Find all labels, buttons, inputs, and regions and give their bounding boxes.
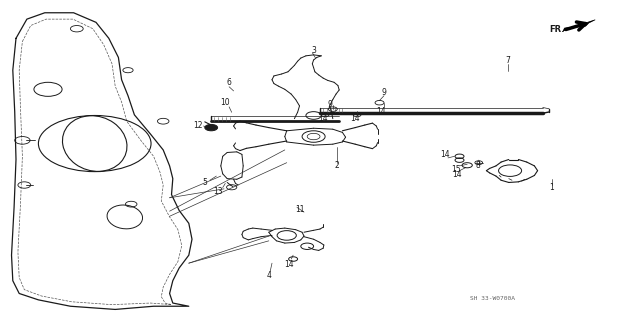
Text: 11: 11 xyxy=(295,205,304,214)
Text: 14: 14 xyxy=(349,114,360,123)
Text: 8: 8 xyxy=(475,161,480,170)
Text: 14: 14 xyxy=(452,170,462,179)
Circle shape xyxy=(205,124,218,131)
Text: 15: 15 xyxy=(451,165,461,174)
Text: 14: 14 xyxy=(284,260,294,269)
Text: 12: 12 xyxy=(194,121,203,130)
Text: 1: 1 xyxy=(549,183,554,192)
Text: 7: 7 xyxy=(505,56,510,65)
Text: 13: 13 xyxy=(212,187,223,196)
Text: 4: 4 xyxy=(267,271,272,280)
Text: 10: 10 xyxy=(220,98,230,107)
Text: 5: 5 xyxy=(202,178,207,187)
Text: 2: 2 xyxy=(335,161,340,170)
Text: 6: 6 xyxy=(226,78,231,87)
Text: 9: 9 xyxy=(381,88,387,97)
Text: 9: 9 xyxy=(327,100,332,109)
Text: 14: 14 xyxy=(318,114,328,123)
Text: FR.: FR. xyxy=(549,26,564,34)
Text: 3: 3 xyxy=(311,46,316,55)
Text: 14: 14 xyxy=(440,150,451,159)
Polygon shape xyxy=(563,20,595,31)
Text: SH 33-W0700A: SH 33-W0700A xyxy=(470,296,515,301)
Text: 14: 14 xyxy=(376,107,387,115)
